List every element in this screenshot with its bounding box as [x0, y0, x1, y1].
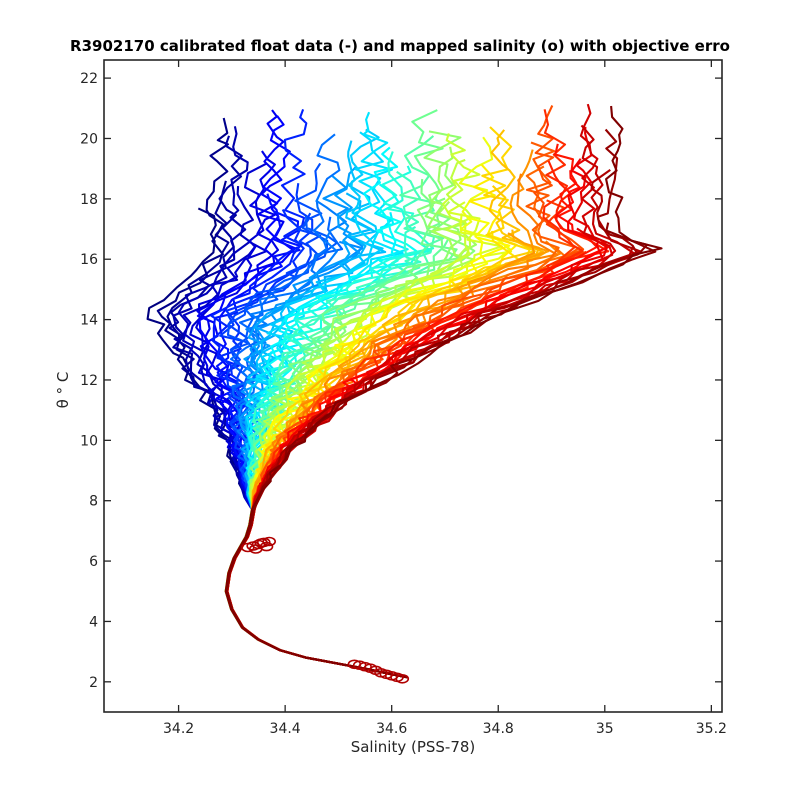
- y-tick-label: 20: [80, 131, 98, 147]
- y-tick-label: 12: [80, 373, 98, 389]
- axes-frame: [103, 59, 723, 713]
- mapped-salinity-marker: [259, 541, 274, 552]
- y-tick-label: 8: [89, 494, 98, 510]
- y-tick-label: 14: [80, 313, 98, 329]
- x-tick-label: 34.2: [163, 721, 194, 737]
- y-tick-label: 22: [80, 71, 98, 87]
- mapped-salinity-marker: [347, 659, 362, 670]
- plot-area: [146, 103, 663, 679]
- x-tick-label: 34.8: [483, 721, 514, 737]
- profile-line: [182, 240, 408, 679]
- x-tick-label: 34.4: [270, 721, 301, 737]
- y-tick-label: 6: [89, 554, 98, 570]
- x-axis-ticks: 34.2 34.4 34.6 34.8 35 35.2: [163, 60, 727, 737]
- y-tick-label: 10: [80, 433, 98, 449]
- x-tick-label: 34.6: [376, 721, 407, 737]
- mapped-salinity-markers: [241, 536, 410, 684]
- y-tick-label: 16: [80, 252, 98, 268]
- profile-line: [224, 105, 663, 679]
- y-axis-label: θ ° C: [54, 372, 72, 409]
- y-axis-ticks: 2 4 6 8 10 12 14 16 18 20 22: [80, 71, 722, 691]
- x-axis-label: Salinity (PSS-78): [351, 738, 476, 756]
- y-tick-label: 18: [80, 192, 98, 208]
- y-tick-label: 2: [89, 675, 98, 691]
- x-tick-label: 35.2: [696, 721, 727, 737]
- chart-title: R3902170 calibrated float data (-) and m…: [70, 37, 730, 55]
- mapped-salinity-marker: [262, 536, 277, 547]
- x-tick-label: 35: [596, 721, 614, 737]
- mapped-salinity-marker: [352, 660, 367, 671]
- y-tick-label: 4: [89, 614, 98, 630]
